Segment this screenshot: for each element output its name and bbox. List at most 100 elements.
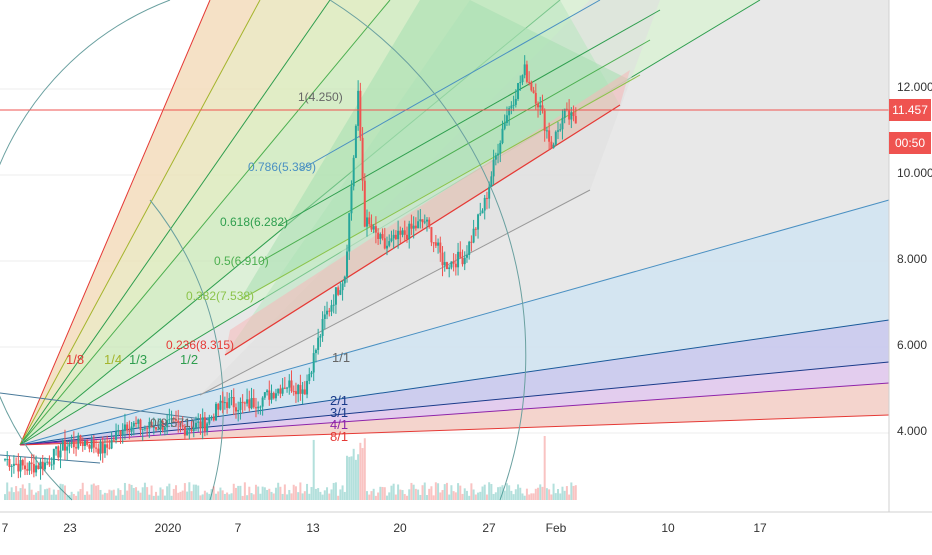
candle-body [254,407,257,409]
time-tick-8: 10 [661,521,675,535]
volume-bar [568,494,571,500]
candle-body [394,234,397,240]
candle-body [263,392,266,398]
volume-bar [390,485,393,500]
volume-bar [485,494,488,500]
candle-body [181,424,184,427]
candle-body [137,419,140,424]
candle-body [419,219,422,222]
volume-bar [203,490,206,500]
volume-bar [381,486,384,500]
candle-body [479,213,482,215]
volume-bar [10,487,13,500]
volume-bar [463,488,466,500]
candle-body [126,424,129,431]
candle-body [146,428,149,430]
candle-body [188,429,191,431]
candle-body [463,257,466,265]
volume-bar [361,448,364,500]
volume-bar [103,492,106,500]
volume-bar [32,494,35,500]
volume-bar [457,483,460,500]
volume-bar [437,483,440,500]
volume-bar [543,435,546,500]
candle-body [75,447,78,449]
candle-body [332,304,335,306]
volume-bar [530,493,533,500]
candle-body [323,314,326,319]
candle-body [283,387,286,389]
volume-bar [430,486,433,500]
volume-bar [341,485,344,500]
volume-bar [223,493,226,500]
volume-bar [477,492,480,500]
volume-bar [394,494,397,500]
candle-body [368,217,371,225]
candle-body [321,318,324,336]
volume-bar [166,486,169,500]
volume-bar [448,494,451,500]
candle-body [103,444,106,454]
volume-bar [257,486,260,500]
gann-label-3-1: 3/1 [330,405,349,420]
candle-body [221,400,224,403]
candle-body [337,287,340,295]
volume-bar [26,494,29,500]
candle-body [328,310,331,312]
candle-body [183,426,186,436]
candle-body [266,390,269,393]
volume-bar [23,488,26,500]
volume-bar [157,495,160,500]
volume-bar [472,489,475,500]
volume-bar [541,486,544,500]
volume-bar [115,495,118,500]
volume-bar [312,439,315,500]
volume-bar [492,493,495,500]
volume-bar [523,495,526,500]
volume-bar [508,485,511,500]
candle-body [86,440,89,445]
volume-bar [19,488,22,500]
volume-bar [217,491,220,500]
candle-body [497,153,500,156]
volume-bar [141,487,144,500]
candle-body [117,430,120,432]
volume-bar [70,491,73,500]
volume-bar [450,485,453,500]
candle-body [523,64,526,76]
candle-body [197,421,200,423]
candle-body [490,176,493,187]
candle-body [568,109,571,120]
candle-body [163,427,166,430]
volume-bar [386,495,388,500]
candle-body [470,241,473,243]
volume-bar [219,487,222,500]
fib-label-0: 0(9.571) [150,416,195,430]
candle-body [363,180,366,227]
volume-bar [4,494,6,500]
candle-body [219,400,222,410]
candle-body [550,141,553,149]
volume-bar [137,490,140,500]
volume-bar [272,493,275,500]
volume-bar [454,492,457,500]
volume-bar [532,493,535,500]
volume-bar [246,495,249,500]
candle-body [88,444,91,449]
volume-bar [317,488,320,500]
volume-bar [155,491,158,500]
candle-body [223,402,226,404]
candle-body [130,426,133,432]
candle-body [208,417,211,424]
candle-body [66,446,69,451]
candle-body [530,82,533,91]
volume-bar [161,489,164,500]
price-tick-12: 12.000 [897,80,932,94]
candle-body [381,234,384,239]
volume-bar [119,489,122,500]
volume-bar [528,494,531,500]
volume-bar [179,491,182,500]
candle-body [428,219,431,228]
